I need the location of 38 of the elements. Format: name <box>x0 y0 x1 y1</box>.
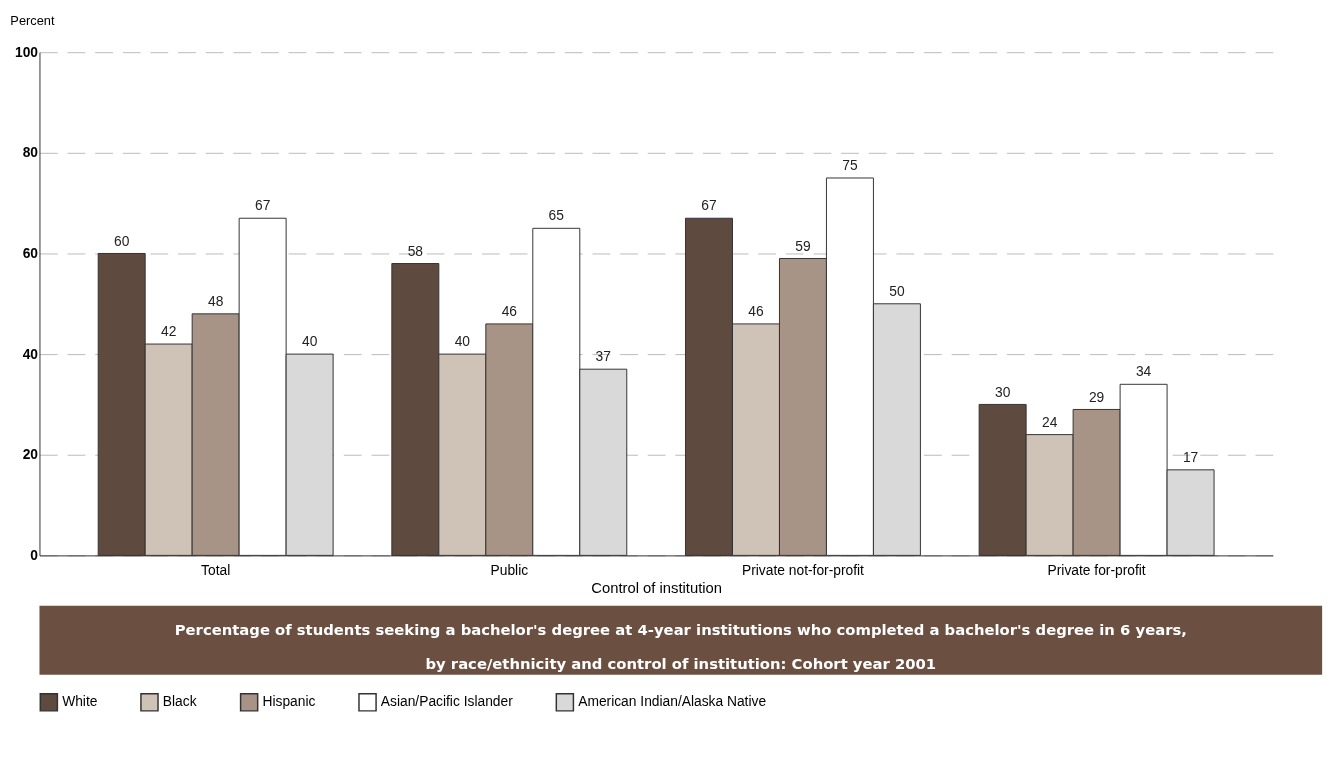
legend-label: Asian/Pacific Islander <box>380 693 514 710</box>
data-label: 67 <box>701 197 717 214</box>
y-tick-label: 0 <box>30 546 39 563</box>
x-tick-label: Public <box>490 561 529 578</box>
y-tick-label: 60 <box>22 244 39 261</box>
y-tick-label: 80 <box>22 144 39 161</box>
data-label: 34 <box>1135 363 1152 380</box>
data-label: 17 <box>1182 448 1199 465</box>
data-label: 30 <box>994 383 1011 400</box>
x-axis-title: Control of institution <box>591 580 723 597</box>
data-label: 29 <box>1088 388 1105 405</box>
x-tick-label: Private not-for-profit <box>742 561 865 578</box>
y-tick-label: 100 <box>14 43 39 60</box>
legend-label: American Indian/Alaska Native <box>578 693 767 710</box>
data-label: 37 <box>595 348 611 365</box>
chart-title: Percentage of students seeking a bachelor's degree at 4-year institutions who completed a bachelor's degree in 6 years, by race/ethnicity and control of institution: Cohort year 2001 <box>174 620 1187 673</box>
legend-label: White <box>62 693 98 710</box>
x-tick-label: Private for-profit <box>1047 561 1146 578</box>
data-label: 59 <box>795 237 811 254</box>
data-label: 46 <box>748 303 764 320</box>
data-label: 50 <box>889 282 905 299</box>
data-label: 65 <box>548 207 565 224</box>
y-axis-title: Percent <box>10 13 55 29</box>
data-label: 46 <box>501 303 518 320</box>
data-label: 24 <box>1041 413 1058 430</box>
y-tick-label: 20 <box>22 446 39 463</box>
data-label: 67 <box>254 197 271 214</box>
data-label: 75 <box>842 157 858 174</box>
legend-label: Black <box>162 693 197 710</box>
y-tick-label: 40 <box>22 345 39 362</box>
legend-label: Hispanic <box>262 693 316 710</box>
data-label: 40 <box>454 333 471 350</box>
data-label: 40 <box>301 333 318 350</box>
data-label: 42 <box>160 323 177 340</box>
data-label: 58 <box>407 242 424 259</box>
x-tick-label: Total <box>201 561 231 578</box>
data-label: 48 <box>207 292 224 309</box>
data-label: 60 <box>114 232 130 249</box>
